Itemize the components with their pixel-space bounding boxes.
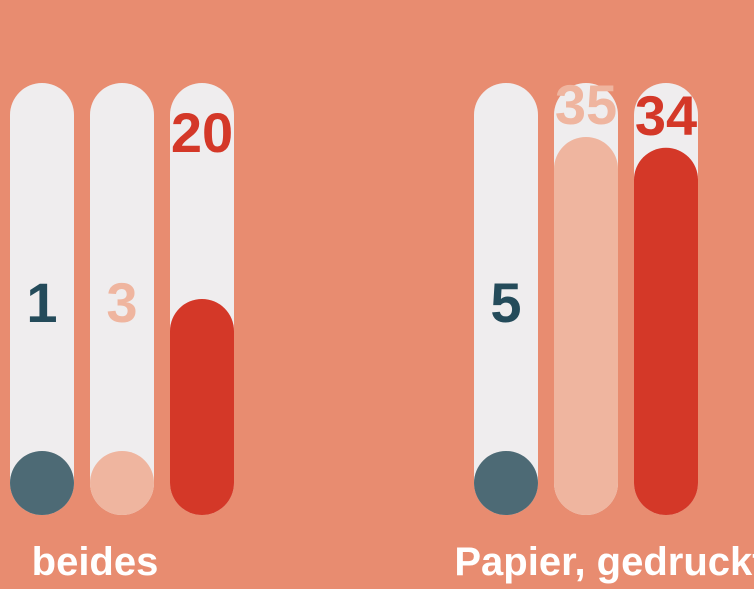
data-label: 35 (555, 73, 617, 136)
bar-track (10, 83, 74, 515)
bar (634, 147, 698, 516)
data-label: 1 (26, 271, 57, 334)
category-label: beides (32, 540, 159, 584)
bar (10, 451, 74, 515)
data-label: 34 (635, 84, 697, 147)
bar-track (90, 83, 154, 515)
bar-track (474, 83, 538, 515)
bar (170, 299, 234, 515)
data-label: 20 (171, 101, 233, 164)
data-label: 3 (106, 271, 137, 334)
category-label: Papier, gedruckt (454, 540, 754, 584)
bar (554, 137, 618, 515)
data-label: 5 (490, 271, 521, 334)
bar (474, 451, 538, 515)
bar (90, 451, 154, 515)
